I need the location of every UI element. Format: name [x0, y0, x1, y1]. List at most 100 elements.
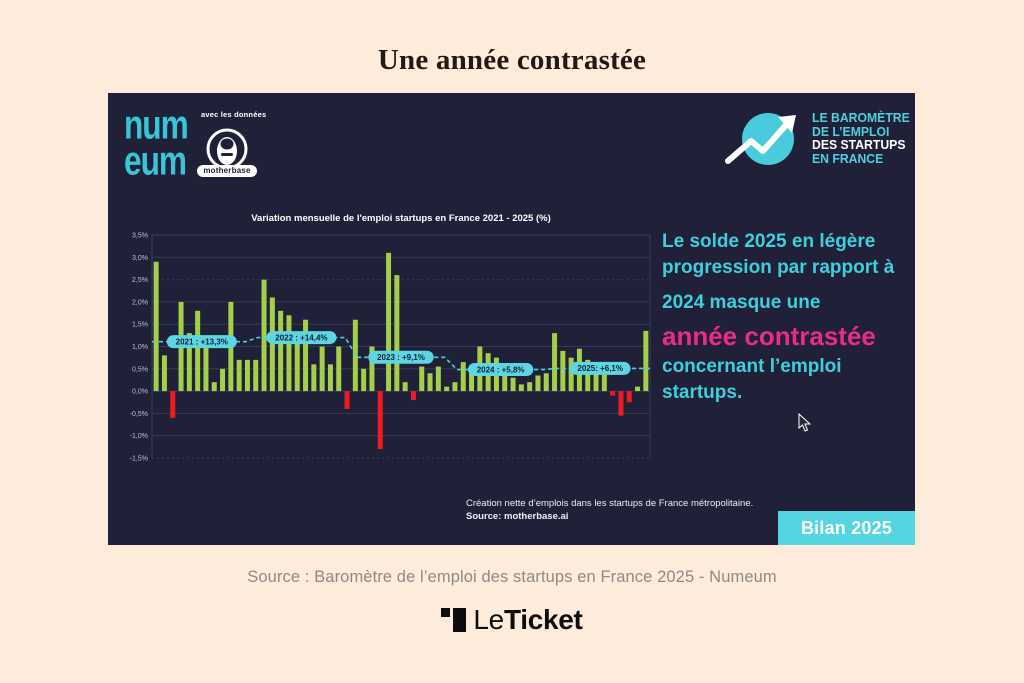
- year-label-pill: [569, 361, 631, 375]
- monthly-bar-2022: [327, 364, 333, 392]
- monthly-bar-2021: [220, 368, 226, 392]
- numeum-logo-line2: eum: [124, 137, 187, 184]
- y-axis-tick-label: 0,0%: [132, 389, 148, 396]
- monthly-bar-2025: [635, 386, 641, 392]
- monthly-bar-2022: [294, 337, 300, 392]
- image-source-caption: Source : Baromètre de l’emploi des start…: [247, 568, 777, 586]
- year-label-text: 2021 : +13,3%: [176, 337, 228, 346]
- monthly-bar-2025: [585, 359, 591, 392]
- leticket-ticket-icon: [441, 606, 467, 632]
- monthly-bar-2022: [286, 315, 292, 392]
- key-message-line1: Le solde 2025 en légère progression par …: [662, 231, 895, 278]
- numeum-logo-line1: num: [124, 101, 189, 148]
- monthly-bar-2024: [527, 382, 533, 392]
- year-label-text: 2022 : +14,4%: [275, 333, 327, 342]
- barometer-title-line: DE L’EMPLOI: [812, 123, 890, 139]
- chart-footnote: Création nette d’emplois dans les startu…: [466, 497, 753, 523]
- monthly-bar-2023: [402, 382, 408, 392]
- monthly-bar-2023: [419, 366, 425, 392]
- leticket-ticket: Ticket: [503, 604, 583, 635]
- monthly-bar-2022: [303, 319, 309, 392]
- barometer-title: LE BAROMÈTRE DE L’EMPLOI DES STARTUPS EN FR…: [812, 111, 910, 165]
- y-axis-tick-label: 3,0%: [132, 255, 148, 262]
- monthly-bar-2024: [502, 368, 508, 392]
- y-axis-tick-label: 1,0%: [132, 344, 148, 351]
- employment-variation-chart: 3,5% 3,0% 2,5% 2,0% 1,5% 1,0% 0,5% 0,0% -0,5% -1,…: [130, 213, 651, 463]
- motherbase-label: motherbase: [197, 165, 257, 177]
- monthly-bar-2021: [186, 333, 192, 392]
- y-axis-tick-label: 2,5%: [132, 277, 148, 284]
- with-data-label: avec les données: [201, 110, 267, 119]
- monthly-bar-2025: [568, 357, 574, 392]
- monthly-bar-2022: [269, 297, 275, 392]
- monthly-bar-2023: [361, 368, 367, 392]
- y-axis-tick-label: 1,5%: [132, 322, 148, 329]
- monthly-bar-2023: [435, 366, 441, 392]
- monthly-bar-2022: [319, 346, 325, 392]
- year-label-text: 2024 : +5,8%: [477, 365, 525, 374]
- page-title: Une année contrastée: [377, 44, 647, 76]
- footnote-source: Source: motherbase.ai: [466, 511, 569, 522]
- monthly-bar-2025: [618, 391, 624, 416]
- monthly-bar-2024: [535, 375, 541, 392]
- monthly-bar-2023: [377, 391, 383, 450]
- monthly-bar-2024: [469, 371, 475, 392]
- leticket-le: Le: [473, 604, 504, 635]
- monthly-bar-2025: [610, 391, 616, 396]
- monthly-bar-2022: [261, 279, 267, 392]
- monthly-bar-2025: [626, 391, 632, 403]
- monthly-bar-2023: [386, 252, 392, 392]
- y-axis-tick-label: 3,5%: [132, 233, 148, 240]
- y-axis-tick-label: -1,5%: [130, 456, 148, 463]
- monthly-bar-2025: [552, 333, 558, 392]
- infographic-panel: num eum avec les données motherbase LE B…: [108, 93, 915, 545]
- motherbase-logo: motherbase: [194, 127, 260, 177]
- year-label-pill: [266, 331, 337, 345]
- monthly-bar-2023: [444, 386, 450, 392]
- monthly-bar-2023: [369, 346, 375, 392]
- monthly-bar-2021: [161, 355, 167, 392]
- monthly-bar-2022: [253, 359, 259, 392]
- y-axis-tick-label: -1,0%: [130, 433, 148, 440]
- monthly-bar-2021: [236, 359, 242, 392]
- numeum-logo: num eum: [124, 101, 189, 184]
- barometer-trend-icon: [725, 113, 796, 165]
- bilan-badge: Bilan 2025: [778, 511, 915, 545]
- y-axis-tick-label: 2,0%: [132, 299, 148, 306]
- key-message-line2: 2024 masque une: [662, 292, 821, 313]
- monthly-bar-2024: [460, 362, 466, 392]
- chart-title: Variation mensuelle de l'emploi startups…: [251, 213, 551, 224]
- leticket-logo: LeTicket: [0, 606, 1024, 634]
- monthly-bar-2024: [518, 384, 524, 392]
- monthly-bar-2024: [543, 373, 549, 392]
- monthly-bar-2025: [560, 350, 566, 392]
- year-label-pill: [166, 335, 237, 349]
- barometer-title-line: EN FRANCE: [812, 150, 884, 166]
- mouse-cursor-icon: [798, 413, 811, 432]
- monthly-bar-2021: [153, 261, 159, 392]
- monthly-bar-2021: [211, 382, 217, 392]
- year-label-pill: [467, 363, 534, 377]
- monthly-bar-2022: [311, 364, 317, 392]
- monthly-bar-2021: [195, 310, 201, 392]
- monthly-bar-2022: [336, 346, 342, 392]
- monthly-bar-2022: [344, 391, 350, 409]
- monthly-bar-2024: [452, 382, 458, 392]
- key-message-line3: concernant l’emploi startups.: [662, 356, 842, 403]
- chart-container: 3,5% 3,0% 2,5% 2,0% 1,5% 1,0% 0,5% 0,0% -0,5% -1,…: [122, 205, 662, 477]
- monthly-bar-2023: [410, 391, 416, 401]
- monthly-bar-2023: [427, 373, 433, 392]
- barometer-title-line: LE BAROMÈTRE: [812, 110, 910, 125]
- monthly-bar-2025: [601, 373, 607, 392]
- monthly-bar-2025: [593, 366, 599, 392]
- y-axis-tick-label: 0,5%: [132, 366, 148, 373]
- barometer-title-line: DES STARTUPS: [812, 137, 906, 152]
- monthly-bar-2023: [352, 319, 358, 392]
- year-label-pill: [368, 350, 434, 364]
- monthly-bar-2023: [394, 275, 400, 392]
- leticket-wordmark: LeTicket: [473, 606, 582, 634]
- year-label-text: 2023 : +9,1%: [377, 353, 425, 362]
- year-label-text: 2025: +6,1%: [577, 364, 623, 373]
- monthly-bar-2025: [643, 330, 649, 392]
- key-message-highlight: année contrastée: [662, 321, 876, 351]
